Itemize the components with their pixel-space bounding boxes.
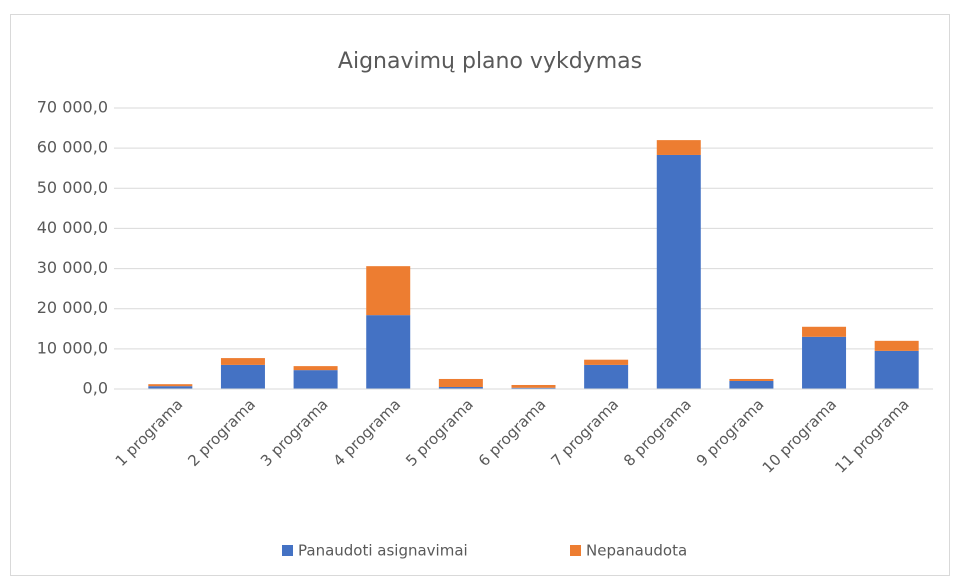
bar bbox=[148, 384, 193, 387]
chart-title: Aignavimų plano vykdymas bbox=[338, 49, 642, 74]
bar bbox=[511, 387, 556, 389]
bar bbox=[366, 266, 411, 316]
bar bbox=[584, 364, 629, 389]
bar bbox=[729, 380, 774, 389]
bar bbox=[220, 358, 265, 365]
bar bbox=[802, 326, 847, 337]
bar bbox=[220, 364, 265, 389]
y-tick-label: 30 000,0 bbox=[37, 258, 108, 277]
bar bbox=[511, 384, 556, 388]
y-tick-label: 20 000,0 bbox=[37, 298, 108, 317]
bar bbox=[293, 370, 338, 389]
chart-border bbox=[10, 14, 950, 576]
legend-label: Nepanaudota bbox=[586, 542, 687, 560]
bar bbox=[438, 386, 483, 389]
legend-label: Panaudoti asignavimai bbox=[298, 542, 468, 560]
bar bbox=[656, 140, 701, 155]
y-tick-label: 0,0 bbox=[83, 379, 108, 398]
y-tick-label: 60 000,0 bbox=[37, 138, 108, 157]
y-tick-label: 50 000,0 bbox=[37, 178, 108, 197]
legend-swatch bbox=[282, 545, 293, 556]
bar bbox=[366, 315, 411, 389]
bar bbox=[729, 378, 774, 381]
y-tick-label: 10 000,0 bbox=[37, 338, 108, 357]
legend-swatch bbox=[570, 545, 581, 556]
bar bbox=[802, 336, 847, 389]
y-tick-label: 40 000,0 bbox=[37, 218, 108, 237]
bar bbox=[584, 359, 629, 365]
bar bbox=[148, 386, 193, 389]
y-tick-label: 70 000,0 bbox=[37, 98, 108, 117]
bar bbox=[656, 154, 701, 389]
bar bbox=[438, 378, 483, 387]
bar bbox=[293, 366, 338, 371]
bar bbox=[874, 350, 919, 389]
bar bbox=[874, 340, 919, 351]
